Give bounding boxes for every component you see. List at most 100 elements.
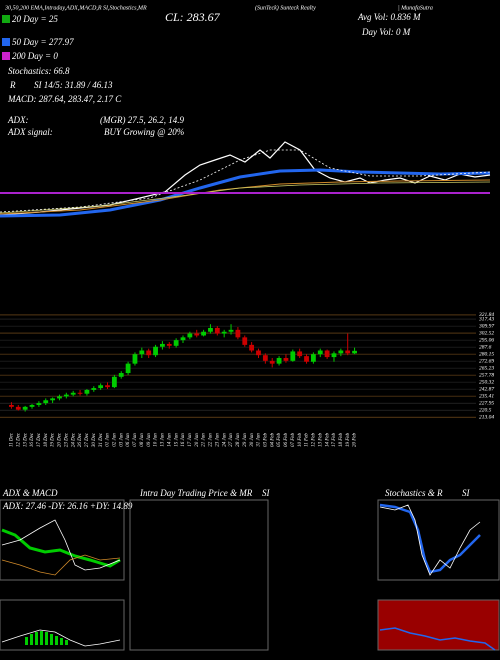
- x-tick-label: 08 Jan: [140, 433, 145, 447]
- candle-body: [276, 358, 282, 364]
- x-tick-label: 16 Jan: [181, 433, 186, 447]
- x-tick-label: 24 Jan: [222, 433, 227, 447]
- x-tick-label: 17 Feb: [332, 432, 337, 447]
- x-tick-label: 14 Jan: [167, 433, 172, 447]
- y-tick-label: 213.04: [479, 413, 494, 420]
- x-tick-label: 09 Jan: [147, 433, 152, 447]
- x-tick-label: 28 Jan: [236, 433, 241, 447]
- x-tick-label: 10 Jan: [154, 433, 159, 447]
- candle-body: [324, 350, 330, 358]
- ema50: 50 Day = 277.97: [12, 37, 74, 47]
- x-tick-label: 03 Feb: [263, 432, 268, 447]
- title: (SunTeck) Sunteck Realty: [255, 4, 316, 11]
- y-tick-label: 280.15: [479, 351, 494, 357]
- y-tick-label: 295.06: [479, 337, 494, 343]
- candle-body: [111, 376, 117, 388]
- panel-intraday-title: Intra Day Trading Price & MR: [139, 488, 253, 498]
- candle-body: [153, 346, 158, 356]
- x-tick-label: 04 Feb: [270, 432, 275, 447]
- y-tick-label: 287.6: [479, 344, 492, 350]
- x-tick-label: 30 Jan: [250, 433, 255, 447]
- x-tick-label: 17 Dec: [37, 432, 42, 447]
- candle-body: [242, 337, 248, 345]
- y-tick-label: 220.5: [479, 407, 492, 413]
- x-tick-label: 20 Jan: [195, 433, 200, 447]
- candle-body: [132, 354, 138, 364]
- candle-body: [50, 398, 56, 401]
- candle-body: [249, 344, 255, 351]
- candle-body: [317, 350, 323, 355]
- candle-body: [283, 358, 289, 361]
- x-tick-label: 27 Jan: [229, 433, 234, 447]
- candle-body: [9, 404, 14, 407]
- stoch-k: [379, 503, 481, 574]
- day-vol: Day Vol: 0 M: [361, 27, 411, 37]
- candle-body: [125, 363, 131, 374]
- y-tick-label: 317.43: [478, 315, 494, 322]
- y-tick-label: 242.87: [479, 385, 494, 392]
- x-tick-label: 13 Feb: [318, 432, 323, 447]
- panel-intraday-si: SI: [262, 488, 271, 498]
- candle-body: [36, 403, 42, 405]
- panel-adx-title: ADX & MACD: [2, 488, 58, 498]
- ema200: 200 Day = 0: [12, 51, 58, 61]
- y-tick-label: 321.84: [478, 311, 494, 318]
- candle-body: [139, 350, 145, 355]
- candle-body: [310, 354, 316, 362]
- candle-body: [290, 351, 296, 361]
- ema-dotted: [0, 149, 491, 213]
- ema200-swatch: [2, 52, 10, 60]
- candle-body: [105, 385, 110, 388]
- ema20: 20 Day = 25: [12, 14, 58, 24]
- panel-intraday-box: [129, 499, 269, 651]
- avg-vol: Avg Vol: 0.836 M: [357, 12, 421, 22]
- candle-body: [43, 400, 49, 404]
- x-tick-label: 18 Dec: [44, 432, 49, 447]
- x-tick-label: 06 Jan: [126, 433, 131, 447]
- di-plus: [1, 519, 121, 571]
- x-tick-label: 19 Dec: [51, 432, 56, 447]
- candle-body: [146, 350, 152, 356]
- candle-body: [118, 373, 124, 377]
- x-tick-label: 17 Jan: [188, 433, 193, 447]
- x-tick-label: 01 Jan: [106, 433, 111, 447]
- x-tick-label: 14 Feb: [325, 432, 330, 447]
- candle-body: [98, 385, 104, 389]
- candle-body: [214, 327, 220, 334]
- candle-body: [22, 406, 28, 410]
- x-tick-label: 19 Feb: [346, 432, 351, 447]
- candle-body: [256, 350, 261, 356]
- rsi-r: R: [9, 80, 16, 90]
- stoch-d: [379, 504, 481, 576]
- panel-stoch-title: Stochastics & R: [385, 488, 443, 498]
- adx-signal: BUY Growing @ 20%: [104, 127, 184, 137]
- candle-body: [57, 396, 62, 399]
- candle-body: [345, 350, 351, 354]
- adx-signal-label: ADX signal:: [7, 127, 53, 137]
- candle-body: [63, 394, 69, 397]
- close-label: CL: 283.67: [165, 10, 221, 24]
- x-tick-label: 29 Jan: [243, 433, 248, 447]
- candle-body: [208, 327, 213, 332]
- x-tick-label: 02 Jan: [113, 433, 118, 447]
- y-tick-label: 250.32: [479, 379, 494, 385]
- di-minus: [1, 554, 121, 576]
- ema-white: [0, 141, 491, 216]
- candle-body: [338, 350, 344, 354]
- candle-body: [84, 389, 90, 394]
- candle-body: [221, 331, 227, 334]
- y-tick-label: 272.69: [479, 358, 494, 364]
- x-tick-label: 31 Jan: [257, 433, 262, 447]
- candle-body: [235, 329, 241, 338]
- x-tick-label: 11 Feb: [305, 433, 310, 447]
- ema50-swatch: [2, 38, 10, 46]
- candle-body: [331, 353, 337, 358]
- x-tick-label: 18 Feb: [339, 432, 344, 447]
- panel-adx-box: [0, 499, 125, 581]
- adx-line: [1, 528, 121, 568]
- panel-adx-text: ADX: 27.46 -DY: 26.16 +DY: 14.89: [2, 501, 133, 511]
- x-tick-label: 12 Dec: [16, 432, 21, 447]
